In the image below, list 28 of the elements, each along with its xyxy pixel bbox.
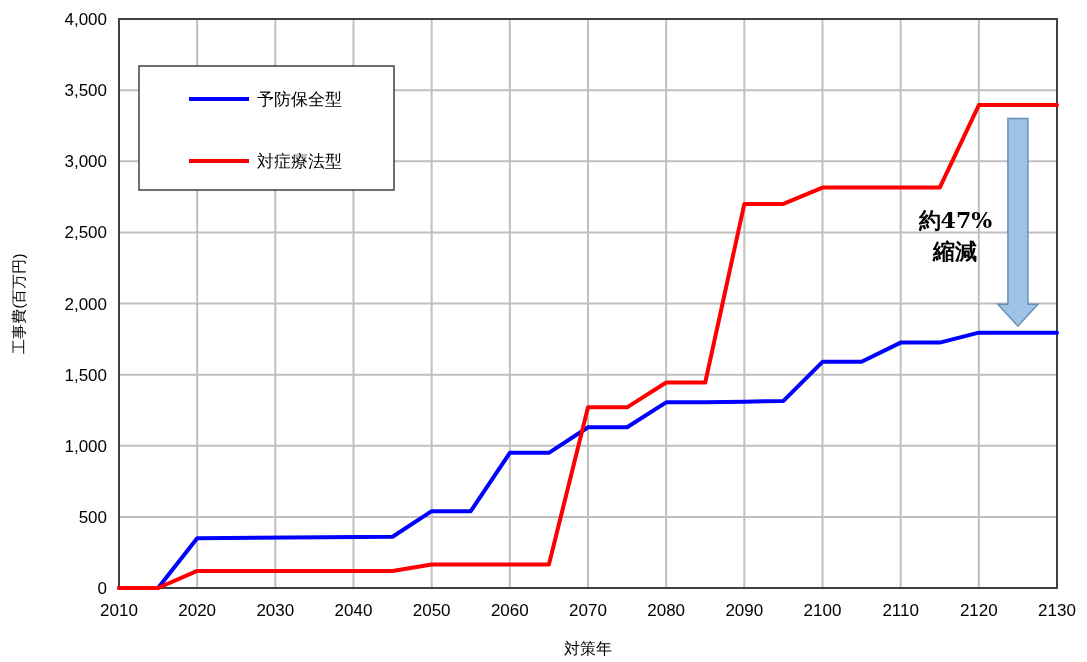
y-tick-label: 1,000 xyxy=(64,436,107,456)
y-tick-label: 4,000 xyxy=(64,10,107,29)
annotation: 縮減 xyxy=(932,238,978,265)
x-tick-label: 2060 xyxy=(490,601,529,620)
x-tick-label: 2030 xyxy=(256,601,295,620)
x-tick-label: 2120 xyxy=(959,601,998,620)
y-tick-label: 2,500 xyxy=(64,223,107,243)
x-tick-label: 2130 xyxy=(1038,601,1076,620)
y-tick-label: 2,000 xyxy=(64,294,107,314)
annotation: 約47% xyxy=(917,207,993,234)
x-tick-label: 2010 xyxy=(100,601,138,620)
y-tick-label: 3,000 xyxy=(64,152,107,172)
y-tick-label: 1,500 xyxy=(64,365,107,385)
x-tick-label: 2110 xyxy=(882,601,919,620)
x-axis-title: 対策年 xyxy=(564,640,612,657)
legend-label: 対症療法型 xyxy=(257,152,342,171)
y-tick-label: 3,500 xyxy=(64,81,107,101)
x-tick-label: 2050 xyxy=(412,601,451,620)
x-tick-label: 2070 xyxy=(569,601,607,620)
x-tick-label: 2040 xyxy=(334,601,373,620)
x-tick-label: 2100 xyxy=(803,601,842,620)
x-tick-label: 2080 xyxy=(647,601,686,620)
y-axis-title: 工事費(百万円) xyxy=(10,253,27,354)
y-tick-label: 0 xyxy=(97,579,107,598)
x-tick-label: 2090 xyxy=(725,601,764,620)
x-tick-label: 2020 xyxy=(178,601,217,620)
legend-label: 予防保全型 xyxy=(257,90,342,109)
y-tick-label: 500 xyxy=(78,507,107,527)
